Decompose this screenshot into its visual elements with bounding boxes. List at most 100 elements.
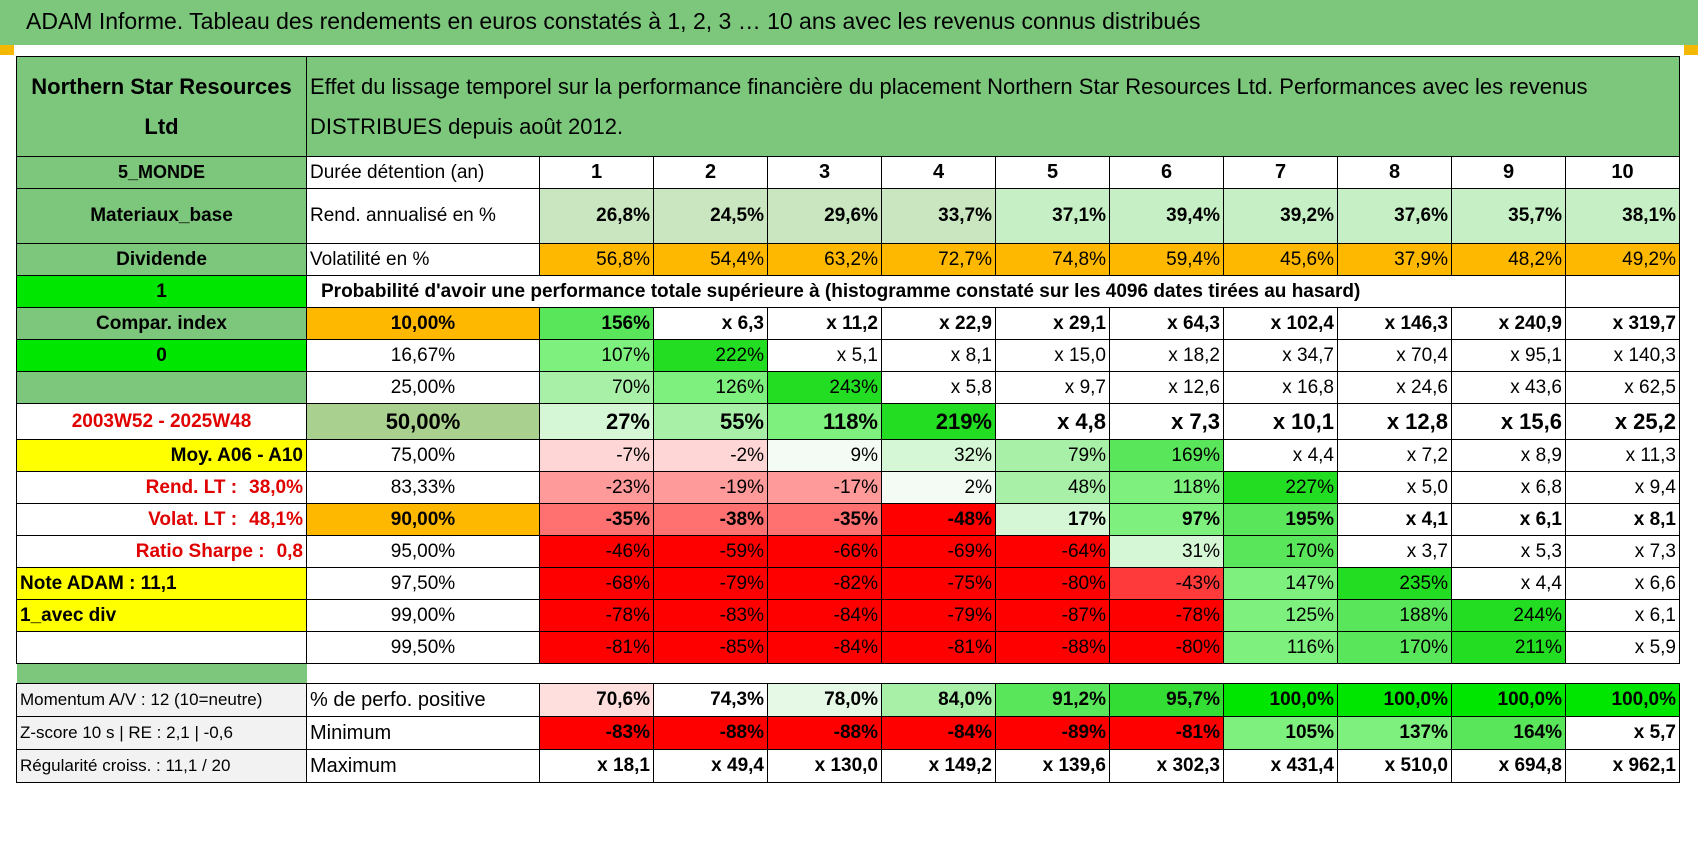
prob-value: -23%	[539, 471, 654, 504]
prob-value: -81%	[881, 631, 996, 664]
rend-lt-value: 38,0%	[249, 476, 303, 498]
table-row: Ratio Sharpe : 0,8 95,00% -46% -59% -66% -69% -…	[16, 535, 1680, 568]
prob-value: x 43,6	[1451, 371, 1566, 404]
prob-value: -66%	[767, 535, 882, 568]
vol-value: 37,9%	[1337, 243, 1452, 276]
prob-value: 48%	[995, 471, 1110, 504]
max-value: x 130,0	[767, 749, 882, 783]
volat-lt-value: 48,1%	[249, 508, 303, 530]
prob-value: -84%	[767, 631, 882, 664]
prob-value: 17%	[995, 503, 1110, 536]
rend-value: 29,6%	[767, 188, 882, 244]
prob-value: x 9,4	[1565, 471, 1680, 504]
prob-value: -81%	[539, 631, 654, 664]
prob-value: x 146,3	[1337, 307, 1452, 340]
prob-value: 170%	[1337, 631, 1452, 664]
max-value: x 431,4	[1223, 749, 1338, 783]
prob-value: x 15,6	[1451, 403, 1566, 440]
prob-value: 32%	[881, 439, 996, 472]
table-row: 25,00% 70% 126% 243% x 5,8 x 9,7 x 12,6 x 16,8 x…	[16, 371, 1680, 404]
prob-value: x 319,7	[1565, 307, 1680, 340]
table-row: 0 16,67% 107% 222% x 5,1 x 8,1 x 15,0 x 18,2 x 3…	[16, 339, 1680, 372]
prob-percent: 97,50%	[306, 567, 540, 600]
empty-cell	[16, 631, 307, 664]
prob-value: -35%	[767, 503, 882, 536]
prob-value: -43%	[1109, 567, 1224, 600]
blank-label	[16, 371, 307, 404]
vol-value: 72,7%	[881, 243, 996, 276]
pos-value: 100,0%	[1565, 683, 1680, 717]
max-value: x 139,6	[995, 749, 1110, 783]
table-row: 1 Probabilité d'avoir une performance tot…	[16, 275, 1680, 308]
prob-value: -35%	[539, 503, 654, 536]
rend-value: 37,6%	[1337, 188, 1452, 244]
max-label: Maximum	[306, 749, 540, 783]
prob-value: x 5,0	[1337, 471, 1452, 504]
report-title: ADAM Informe. Tableau des rendements en …	[26, 8, 1201, 34]
prob-value: x 6,6	[1565, 567, 1680, 600]
prob-percent: 16,67%	[306, 339, 540, 372]
zscore-label: Z-score 10 s | RE : 2,1 | -0,6	[16, 716, 307, 750]
pos-value: 78,0%	[767, 683, 882, 717]
prob-value: 235%	[1337, 567, 1452, 600]
compar-index-label: Compar. index	[16, 307, 307, 340]
prob-percent: 83,33%	[306, 471, 540, 504]
year-header: 6	[1109, 156, 1224, 189]
prob-value: x 6,3	[653, 307, 768, 340]
year-header: 3	[767, 156, 882, 189]
pos-value: 100,0%	[1337, 683, 1452, 717]
sharpe-label: Ratio Sharpe :	[135, 540, 265, 562]
volat-lt-label: Volat. LT :	[148, 508, 238, 530]
prob-value: 2%	[881, 471, 996, 504]
prob-value: 243%	[767, 371, 882, 404]
vol-value: 45,6%	[1223, 243, 1338, 276]
table-row: Note ADAM : 11,1 97,50% -68% -79% -82% -75% -8…	[16, 567, 1680, 600]
max-value: x 49,4	[653, 749, 768, 783]
pos-value: 91,2%	[995, 683, 1110, 717]
pos-value: 84,0%	[881, 683, 996, 717]
vol-label: Volatilité en %	[306, 243, 540, 276]
prob-value: x 6,8	[1451, 471, 1566, 504]
prob-percent: 75,00%	[306, 439, 540, 472]
prob-value: -46%	[539, 535, 654, 568]
prob-value: x 25,2	[1565, 403, 1680, 440]
prob-title: Probabilité d'avoir une performance tota…	[306, 275, 1566, 308]
prob-value: 188%	[1337, 599, 1452, 632]
vol-value: 54,4%	[653, 243, 768, 276]
gap-cell	[996, 664, 1110, 684]
flag-1: 1	[16, 275, 307, 308]
prob-value: x 5,9	[1565, 631, 1680, 664]
momentum-label: Momentum A/V : 12 (10=neutre)	[16, 683, 307, 717]
prob-value: 79%	[995, 439, 1110, 472]
year-header: 8	[1337, 156, 1452, 189]
table-row: Compar. index 10,00% 156% x 6,3 x 11,2 x 22,9…	[16, 307, 1680, 340]
min-value: x 5,7	[1565, 716, 1680, 750]
table-row: Z-score 10 s | RE : 2,1 | -0,6 Minimum -83…	[16, 716, 1680, 750]
moy-label: Moy. A06 - A10	[16, 439, 307, 472]
prob-value: x 4,8	[995, 403, 1110, 440]
prob-value: -75%	[881, 567, 996, 600]
prob-value: x 5,1	[767, 339, 882, 372]
max-value: x 694,8	[1451, 749, 1566, 783]
min-value: -88%	[653, 716, 768, 750]
prob-value: x 34,7	[1223, 339, 1338, 372]
prob-value: x 62,5	[1565, 371, 1680, 404]
prob-value: -79%	[653, 567, 768, 600]
prob-value: x 7,3	[1565, 535, 1680, 568]
prob-value: 125%	[1223, 599, 1338, 632]
prob-percent: 50,00%	[306, 403, 540, 440]
prob-value: -48%	[881, 503, 996, 536]
table-row: 1_avec div 99,00% -78% -83% -84% -79% -87% -78%…	[16, 599, 1680, 632]
prob-value: -82%	[767, 567, 882, 600]
year-header: 1	[539, 156, 654, 189]
prob-value: 169%	[1109, 439, 1224, 472]
prob-value: 97%	[1109, 503, 1224, 536]
pos-label: % de perfo. positive	[306, 683, 540, 717]
prob-value: x 5,3	[1451, 535, 1566, 568]
prob-value: -69%	[881, 535, 996, 568]
prob-value: x 18,2	[1109, 339, 1224, 372]
rend-value: 35,7%	[1451, 188, 1566, 244]
table-row: Materiaux_base Rend. annualisé en % 26,8% 2…	[16, 188, 1680, 244]
prob-value: x 9,7	[995, 371, 1110, 404]
prob-value: 219%	[881, 403, 996, 440]
